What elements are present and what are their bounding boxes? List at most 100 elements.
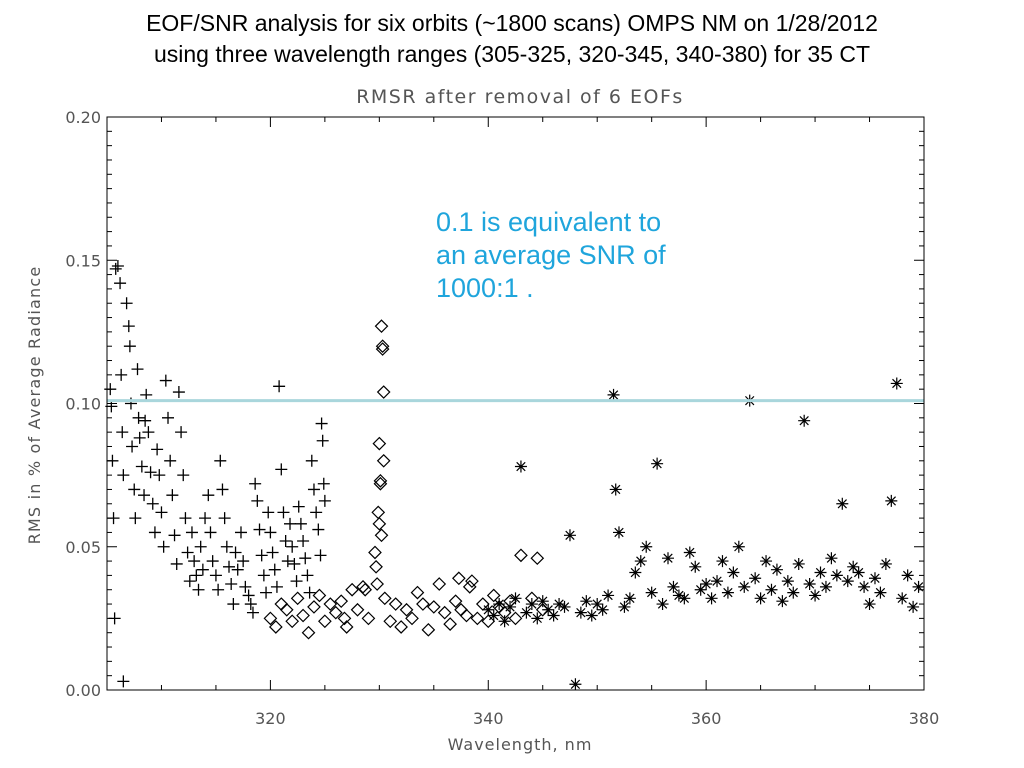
diamond-marker — [274, 597, 289, 611]
asterisk-marker — [770, 563, 783, 576]
asterisk-marker — [798, 414, 811, 427]
diamond-marker — [377, 591, 392, 606]
plus-marker — [225, 577, 238, 590]
diamond-marker — [383, 614, 398, 629]
diamond-marker — [437, 605, 452, 620]
plus-marker — [185, 526, 198, 539]
plus-marker — [116, 426, 129, 439]
plus-marker — [288, 557, 301, 570]
asterisk-marker — [591, 598, 604, 611]
plus-marker — [164, 454, 177, 467]
plus-marker — [183, 575, 196, 588]
diamond-marker — [296, 608, 310, 623]
plus-marker — [255, 549, 268, 562]
diamond-marker — [530, 551, 545, 566]
diamond-marker — [337, 611, 352, 626]
asterisk-marker — [493, 598, 506, 611]
plus-marker — [199, 512, 212, 525]
diamond-marker — [372, 436, 387, 451]
plus-marker — [316, 434, 329, 447]
plus-marker — [234, 526, 247, 539]
plus-marker — [194, 540, 207, 553]
diamond-marker — [372, 516, 387, 531]
asterisk-marker — [509, 592, 522, 605]
plus-marker — [168, 529, 181, 542]
plus-marker — [122, 320, 135, 333]
asterisk-marker — [645, 586, 658, 599]
asterisk-marker — [558, 600, 571, 613]
plus-marker — [157, 540, 170, 553]
diamond-marker — [370, 577, 385, 591]
diamond-marker — [301, 625, 316, 640]
plus-marker — [159, 374, 172, 387]
plus-marker — [123, 340, 136, 353]
diamond-marker — [358, 582, 373, 597]
y-axis-label: RMS in % of Average Radiance — [25, 266, 44, 545]
asterisk-marker — [836, 497, 849, 510]
plus-marker — [273, 380, 286, 393]
asterisk-marker — [803, 577, 816, 590]
asterisk-marker — [776, 595, 789, 608]
diamond-marker — [368, 545, 382, 560]
annotation-line-3: 1000:1 . — [436, 273, 534, 303]
diamond-marker — [448, 594, 463, 609]
diamond-marker — [285, 614, 300, 629]
plus-marker — [299, 552, 312, 565]
asterisk-marker — [612, 526, 625, 539]
plus-marker — [262, 506, 275, 519]
slide-title-line-1: EOF/SNR analysis for six orbits (~1800 s… — [146, 10, 878, 36]
asterisk-marker — [705, 592, 718, 605]
asterisk-marker — [852, 566, 865, 579]
x-tick-label: 360 — [691, 709, 722, 728]
asterisk-marker — [514, 460, 527, 473]
asterisk-marker — [531, 612, 544, 625]
asterisk-marker — [563, 529, 576, 542]
asterisk-marker — [678, 592, 691, 605]
asterisk-marker — [760, 555, 773, 568]
plus-marker — [109, 262, 122, 275]
plus-marker — [162, 411, 175, 424]
diamond-marker — [279, 602, 294, 617]
asterisk-marker — [885, 494, 898, 507]
plus-marker — [277, 506, 290, 519]
asterisk-marker — [574, 606, 587, 619]
plus-marker — [170, 557, 183, 570]
plus-marker — [312, 523, 325, 536]
plus-marker — [204, 526, 217, 539]
asterisk-marker — [754, 592, 767, 605]
diamond-marker — [410, 585, 425, 600]
plus-marker — [202, 489, 215, 502]
plus-marker — [251, 494, 264, 507]
slide-title: EOF/SNR analysis for six orbits (~1800 s… — [0, 8, 1024, 70]
plus-marker — [297, 535, 310, 548]
diamond-marker — [462, 580, 477, 594]
diamond-marker — [350, 602, 365, 617]
plus-marker — [126, 440, 139, 453]
asterisk-marker — [553, 598, 566, 611]
asterisk-marker — [618, 600, 631, 613]
asterisk-marker — [569, 678, 582, 691]
diamond-marker — [432, 577, 447, 591]
plus-marker — [294, 517, 307, 530]
diamond-marker — [328, 605, 343, 620]
plus-marker — [314, 549, 327, 562]
plus-marker — [242, 589, 255, 602]
asterisk-marker — [607, 388, 620, 401]
diamond-marker — [369, 559, 383, 574]
diamond-marker — [345, 582, 359, 597]
plus-marker — [231, 563, 244, 576]
diamond-marker — [426, 600, 441, 614]
slide-title-line-2: using three wavelength ranges (305-325, … — [153, 41, 870, 67]
plus-marker — [114, 277, 127, 290]
diamond-marker — [312, 588, 327, 603]
plus-marker — [139, 414, 152, 427]
plus-marker — [307, 483, 320, 496]
diamond-marker — [421, 622, 436, 637]
asterisk-marker — [520, 606, 533, 619]
asterisk-marker — [634, 555, 647, 568]
plus-marker — [146, 497, 159, 510]
diamond-marker — [470, 611, 485, 626]
asterisk-marker — [792, 557, 805, 570]
diamond-marker — [388, 597, 403, 611]
diamond-marker — [376, 385, 391, 399]
